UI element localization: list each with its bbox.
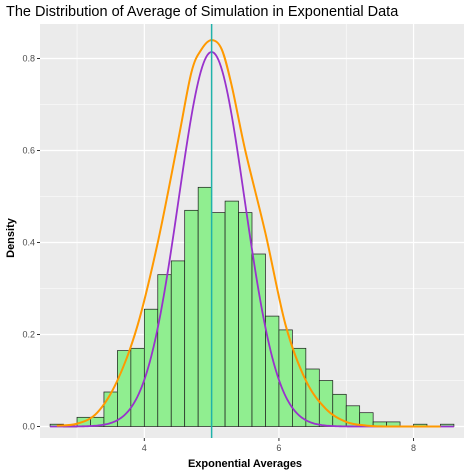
histogram-bar: [184, 209, 199, 427]
histogram-bar: [197, 186, 212, 427]
y-tick-label: 0.0: [22, 422, 35, 432]
histogram-bar: [224, 200, 239, 427]
density-curve-line: [56, 39, 441, 428]
histogram-bar: [211, 212, 226, 427]
y-tick-label: 0.4: [22, 238, 35, 248]
histogram-bar: [143, 308, 159, 427]
histogram-bar: [251, 253, 266, 427]
chart-title: The Distribution of Average of Simulatio…: [6, 4, 399, 20]
minor-gridlines: [40, 24, 464, 438]
y-axis-ticks: 0.0 0.2 0.4 0.6 0.8: [22, 54, 40, 432]
histogram-bar: [157, 274, 172, 427]
x-tick-label: 8: [411, 443, 416, 453]
histogram-bar: [170, 260, 186, 427]
x-axis-title: Exponential Averages: [188, 458, 302, 470]
y-axis-title: Density: [5, 217, 17, 258]
y-tick-label: 0.2: [22, 330, 35, 340]
x-axis-ticks: 4 6 8: [142, 438, 416, 453]
x-tick-label: 6: [276, 443, 281, 453]
histogram-bar: [238, 212, 253, 427]
y-tick-label: 0.8: [22, 54, 35, 64]
x-tick-label: 4: [142, 443, 147, 453]
y-tick-label: 0.6: [22, 146, 35, 156]
